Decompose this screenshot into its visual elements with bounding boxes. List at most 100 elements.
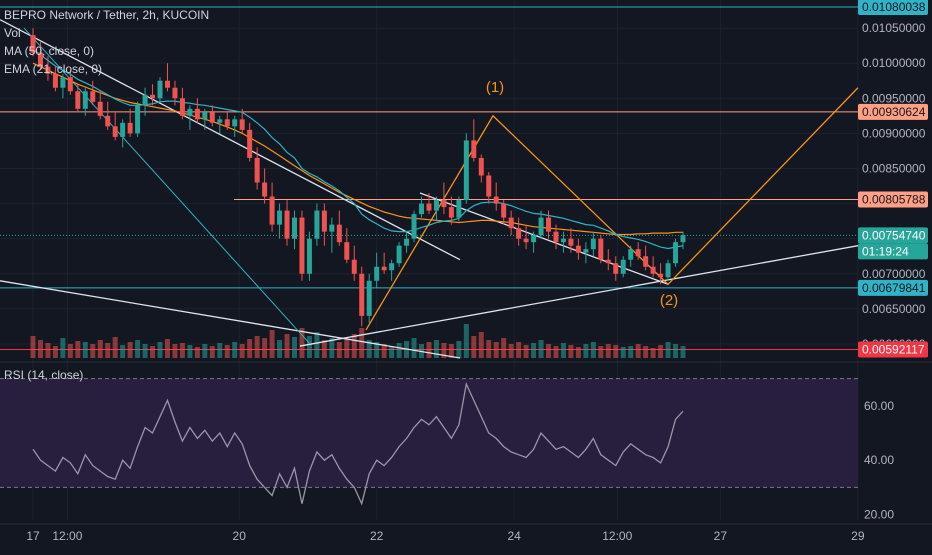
candle-body xyxy=(628,249,634,260)
candle-body xyxy=(60,77,66,88)
candle-body xyxy=(620,259,626,274)
volume-bar xyxy=(493,342,499,358)
candle-body xyxy=(247,129,253,158)
candle-body xyxy=(389,263,395,271)
ema-indicator-label[interactable]: EMA (21, close, 0) xyxy=(4,62,103,76)
price-badge xyxy=(858,279,928,296)
volume-bar xyxy=(553,346,559,358)
wave-label-2: (2) xyxy=(660,292,678,309)
candle-body xyxy=(665,263,671,278)
volume-bar xyxy=(546,344,552,358)
candle-body xyxy=(202,112,208,120)
price-badge xyxy=(858,243,928,260)
volume-bar xyxy=(523,345,529,358)
time-tick-label: 17 xyxy=(26,529,40,543)
volume-bar xyxy=(613,345,619,358)
candle-body xyxy=(314,210,320,239)
candle-body xyxy=(172,87,178,99)
volume-bar xyxy=(605,344,611,358)
volume-bar xyxy=(67,344,73,358)
candle-body xyxy=(277,210,283,225)
candle-body xyxy=(254,157,260,183)
price-tick-label: 0.01050000 xyxy=(862,21,926,35)
volume-bar xyxy=(291,337,297,358)
price-badge xyxy=(858,0,928,15)
volume-bar xyxy=(426,342,432,358)
volume-bar xyxy=(150,346,156,358)
candle-body xyxy=(37,52,43,67)
volume-bar xyxy=(538,340,544,358)
ma-indicator-label[interactable]: MA (50, close, 0) xyxy=(4,44,95,58)
candle-body xyxy=(456,200,462,218)
candle-body xyxy=(112,126,118,137)
candle-body xyxy=(217,119,223,123)
candle-body xyxy=(658,273,664,278)
volume-bar xyxy=(501,338,507,358)
volume-bar xyxy=(680,346,686,358)
candle-body xyxy=(471,140,477,158)
rsi-indicator-label[interactable]: RSI (14, close) xyxy=(4,368,84,382)
volume-bar xyxy=(172,344,178,358)
candle-body xyxy=(650,266,656,274)
candle-body xyxy=(284,210,290,239)
vol-indicator-label[interactable]: Vol xyxy=(4,26,21,40)
volume-bar xyxy=(531,343,537,358)
candle-body xyxy=(127,122,133,134)
volume-bar xyxy=(142,344,148,358)
candle-body xyxy=(306,238,312,274)
candle-body xyxy=(164,80,170,88)
volume-bar xyxy=(433,340,439,358)
price-badge xyxy=(858,227,928,244)
trendline-ascending xyxy=(299,245,859,347)
volume-bar xyxy=(254,336,260,358)
volume-bar xyxy=(209,346,215,358)
volume-bar xyxy=(456,341,462,358)
wave-label-1: (1) xyxy=(486,79,504,96)
candle-body xyxy=(150,94,156,99)
candle-body xyxy=(396,245,402,264)
volume-bar xyxy=(568,345,574,358)
volume-bar xyxy=(187,345,193,358)
candle-body xyxy=(501,203,507,218)
trendline-descending xyxy=(0,19,461,261)
candle-body xyxy=(75,91,81,109)
volume-bar xyxy=(105,343,111,358)
price-badge-label: 0.00592117 xyxy=(862,342,925,356)
volume-bar xyxy=(471,336,477,358)
candle-body xyxy=(351,259,357,274)
candle-body xyxy=(613,263,619,274)
candle-body xyxy=(90,91,96,102)
volume-bar xyxy=(262,338,268,358)
volume-bar xyxy=(448,344,454,358)
candle-body xyxy=(291,217,297,239)
volume-bar xyxy=(396,343,402,358)
volume-bar xyxy=(366,340,372,358)
volume-bar xyxy=(575,347,581,358)
volume-bar xyxy=(628,346,634,358)
volume-bar xyxy=(306,336,312,358)
volume-bar xyxy=(277,340,283,358)
rsi-tick-label: 40.00 xyxy=(864,453,894,467)
volume-bar xyxy=(90,344,96,358)
volume-bar xyxy=(351,334,357,358)
price-tick-label: 0.00900000 xyxy=(862,126,926,140)
candle-body xyxy=(157,80,163,99)
symbol-title[interactable]: BEPRO Network / Tether, 2h, KUCOIN xyxy=(4,8,210,22)
volume-bar xyxy=(247,339,253,358)
candle-body xyxy=(680,235,686,243)
volume-bar xyxy=(30,336,36,358)
candle-body xyxy=(568,238,574,246)
volume-bar xyxy=(620,347,626,358)
candle-body xyxy=(673,242,679,264)
volume-bar xyxy=(82,342,88,358)
price-tick-label: 0.00700000 xyxy=(862,267,926,281)
rsi-tick-label: 20.00 xyxy=(864,508,894,522)
candle-body xyxy=(411,214,417,239)
volume-bar xyxy=(411,338,417,358)
volume-bar xyxy=(269,330,275,358)
candle-body xyxy=(67,77,73,92)
rsi-band xyxy=(0,378,858,488)
volume-bar xyxy=(560,343,566,358)
